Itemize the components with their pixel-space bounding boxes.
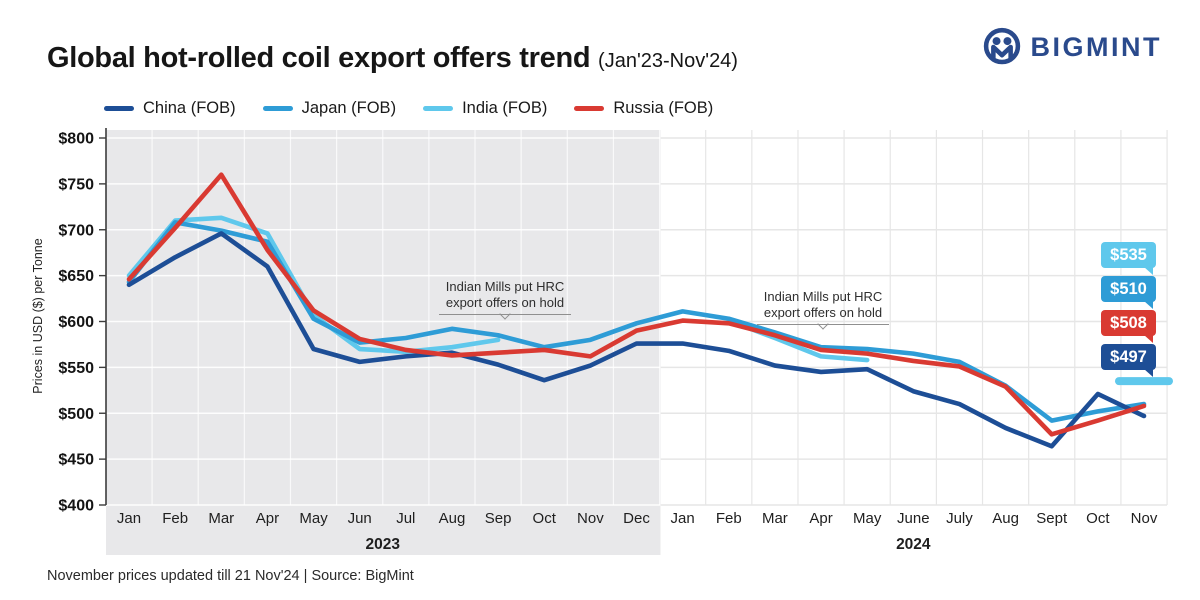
x-tick-label: July [946, 510, 973, 527]
annotation-hrc-hold: Indian Mills put HRC export offers on hol… [757, 289, 889, 330]
legend-label: Japan (FOB) [301, 99, 397, 117]
x-tick-label: Jun [348, 510, 372, 527]
chart-title: Global hot-rolled coil export offers tre… [47, 42, 591, 74]
y-tick-label: $600 [58, 314, 94, 331]
annotation-line2: export offers on hold [763, 304, 883, 320]
x-tick-label: Jan [117, 510, 141, 527]
x-tick-label: Oct [1086, 510, 1110, 527]
legend-color-dash [574, 106, 605, 111]
year-label: 2023 [366, 536, 401, 553]
y-tick-label: $500 [58, 406, 94, 423]
x-tick-label: Feb [716, 510, 742, 527]
x-tick-label: Aug [439, 510, 466, 527]
x-tick-label: Mar [762, 510, 788, 527]
bigmint-logo: BIGMINT [982, 27, 1163, 67]
end-label-japan-fob-: $510 [1101, 276, 1156, 309]
y-tick-label: $650 [58, 268, 94, 285]
x-tick-label: Sept [1036, 510, 1068, 527]
year-label: 2024 [896, 536, 931, 553]
x-tick-label: Mar [208, 510, 234, 527]
annotation-line1: Indian Mills put HRC [763, 289, 883, 304]
x-tick-label: Sep [485, 510, 512, 527]
legend-label: India (FOB) [462, 99, 548, 117]
x-tick-label: June [897, 510, 930, 527]
y-tick-label: $400 [58, 498, 94, 515]
y-tick-label: $800 [58, 131, 94, 148]
footer-note: November prices updated till 21 Nov'24 |… [47, 568, 414, 584]
legend-item-russia-fob-: Russia (FOB) [574, 99, 713, 118]
x-tick-label: May [299, 510, 328, 527]
legend-label: Russia (FOB) [613, 99, 714, 117]
legend-color-dash [262, 106, 293, 111]
end-label-russia-fob-: $508 [1101, 310, 1156, 343]
legend-item-china-fob-: China (FOB) [104, 99, 236, 118]
legend-color-dash [104, 106, 134, 111]
y-tick-label: $550 [58, 360, 94, 377]
annotation-line2: export offers on hold [445, 294, 565, 310]
legend-label: China (FOB) [143, 99, 236, 117]
series-line-china-fob- [126, 231, 1147, 449]
end-label-tail [1144, 267, 1153, 275]
annotation-line1: Indian Mills put HRC [445, 279, 565, 294]
x-tick-label: Jul [396, 510, 415, 527]
x-tick-label: Oct [533, 510, 557, 527]
annotation-hrc-hold: Indian Mills put HRC export offers on hol… [439, 279, 571, 320]
end-label-tail [1144, 335, 1153, 343]
x-tick-label: Nov [577, 510, 604, 527]
x-tick-label: Jan [671, 510, 695, 527]
end-label-tail [1144, 369, 1153, 377]
x-tick-label: Feb [162, 510, 188, 527]
bigmint-logo-icon [983, 27, 1020, 65]
chart-subtitle: (Jan'23-Nov'24) [598, 50, 738, 72]
legend-item-japan-fob-: Japan (FOB) [262, 99, 397, 118]
legend-item-india-fob-: India (FOB) [423, 99, 547, 118]
page-title: Global hot-rolled coil export offers tre… [47, 42, 738, 75]
x-tick-label: May [853, 510, 882, 527]
end-label-tail [1144, 301, 1153, 309]
chart-legend: China (FOB) Japan (FOB) India (FOB) Russia … [104, 99, 713, 118]
x-tick-label: Aug [992, 510, 1019, 527]
x-tick-label: Dec [623, 510, 650, 527]
y-axis-title: Prices in USD ($) per Tonne [31, 238, 45, 394]
end-label-china-fob-: $497 [1101, 344, 1156, 377]
end-label-india-fob-: $535 [1101, 242, 1156, 275]
y-tick-label: $750 [58, 176, 94, 193]
x-tick-label: Apr [809, 510, 832, 527]
x-tick-label: Nov [1131, 510, 1158, 527]
y-tick-label: $450 [58, 452, 94, 469]
brand-name: BIGMINT [1030, 31, 1162, 62]
x-tick-label: Apr [256, 510, 279, 527]
y-tick-label: $700 [58, 222, 94, 239]
legend-color-dash [423, 106, 454, 111]
series-line-russia-fob- [126, 172, 1147, 437]
